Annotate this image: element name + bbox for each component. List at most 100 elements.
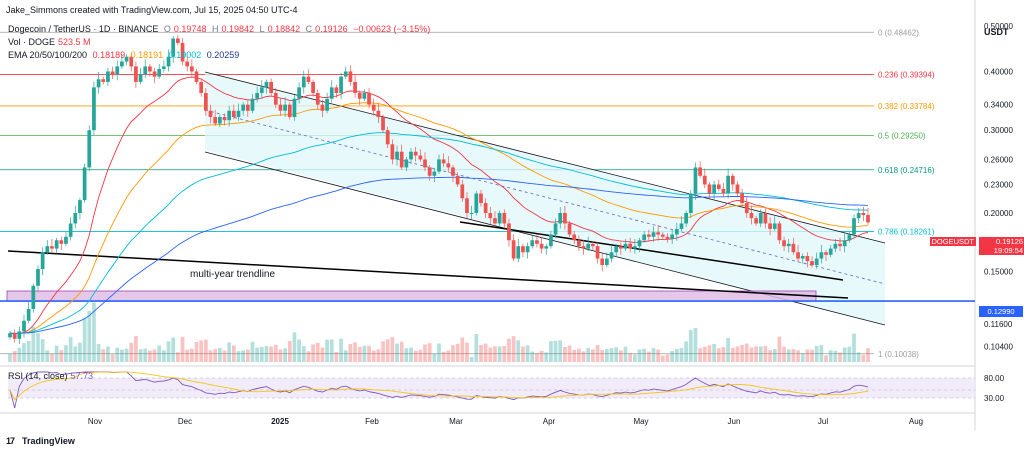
candle [553, 223, 558, 235]
volume-bar [269, 346, 273, 362]
change-value: −0.00623 (−3.15%) [353, 24, 431, 34]
candle [535, 240, 539, 244]
volume-bar [301, 346, 306, 362]
volume-bar [22, 343, 26, 362]
volume-bar [287, 341, 292, 362]
candle [45, 246, 50, 253]
volume-bar [497, 346, 502, 362]
candle [441, 159, 446, 164]
candle [194, 71, 199, 82]
candle [283, 104, 287, 111]
candle [628, 243, 633, 249]
candle [259, 87, 264, 93]
volume-bar [339, 338, 343, 362]
volume-bar [381, 341, 385, 362]
candle [539, 243, 544, 249]
volume-bar [591, 349, 595, 362]
candle [842, 240, 847, 247]
candle [740, 193, 744, 204]
candle [721, 188, 726, 194]
volume-bar [735, 346, 740, 362]
volume-bar [740, 345, 744, 362]
volume-bar [758, 346, 763, 362]
candle [861, 212, 866, 216]
candle [791, 243, 796, 253]
price-tag-symbol: DOGEUSDT [931, 237, 974, 246]
volume-bar [54, 345, 59, 362]
volume-bar [796, 350, 800, 362]
close-value: 0.19126 [315, 24, 348, 34]
multi-year-trendline [7, 250, 849, 299]
symbol-legend: Dogecoin / TetherUS · 1D · BINANCE O 0.19… [8, 24, 431, 34]
volume-bar [427, 343, 432, 362]
volume-bar [189, 348, 194, 362]
volume-bar [544, 352, 549, 362]
candle [623, 243, 628, 249]
candle [157, 68, 162, 77]
tradingview-logo[interactable]: 17 TradingView [6, 436, 75, 446]
symbol-name: Dogecoin / TetherUS · 1D · BINANCE [8, 24, 159, 34]
candle [446, 163, 451, 168]
candle [78, 200, 82, 213]
channel-fill [205, 72, 885, 325]
volume-bar [399, 341, 404, 362]
volume-bar [595, 345, 600, 362]
volume-bar [549, 341, 553, 362]
candle [413, 151, 418, 156]
volume-bar [474, 334, 479, 362]
candle [828, 248, 833, 255]
candle [208, 110, 213, 118]
candle [110, 71, 115, 75]
candle [824, 252, 828, 255]
volume-bar [413, 350, 418, 362]
volume-bar [120, 349, 124, 362]
candle [819, 252, 824, 259]
volume-bar [390, 337, 395, 362]
candle [339, 76, 343, 93]
candle [213, 117, 218, 124]
candle [334, 87, 339, 93]
candle [796, 252, 800, 259]
volume-bar [866, 348, 870, 362]
volume-bar [805, 349, 810, 362]
candle [469, 212, 474, 214]
volume-bar [465, 342, 469, 362]
candle [754, 218, 758, 224]
candle [255, 92, 260, 99]
candle [176, 38, 180, 43]
volume-bar [59, 350, 64, 362]
candle [22, 320, 26, 332]
candle [632, 246, 637, 249]
volume-bar [511, 336, 516, 362]
volume-bar [842, 347, 847, 362]
volume-bar [194, 342, 199, 362]
candle [521, 246, 525, 253]
candle [241, 104, 246, 111]
candle [40, 252, 45, 270]
candle [404, 159, 409, 168]
candle [814, 258, 819, 266]
volume-bar [404, 348, 409, 362]
volume-bar [315, 342, 320, 362]
x-tick-label-2: 2025 [271, 417, 289, 426]
candle [595, 246, 600, 259]
volume-bar [334, 352, 339, 362]
volume-bar [530, 351, 535, 362]
rsi-tick-label-0: 80.00 [984, 374, 1005, 383]
volume-bar [325, 339, 329, 362]
candle [231, 110, 236, 118]
volume-bar [348, 344, 353, 362]
candle [287, 104, 292, 118]
candle [511, 240, 516, 259]
volume-bar [96, 344, 101, 362]
candle [353, 81, 357, 93]
candle [106, 71, 110, 82]
volume-bar [283, 348, 287, 362]
secondary-trendline [459, 221, 844, 281]
volume-bar [488, 347, 493, 362]
volume-bar [707, 345, 712, 362]
candle [586, 243, 591, 249]
candle [418, 155, 423, 160]
candle [726, 175, 730, 194]
